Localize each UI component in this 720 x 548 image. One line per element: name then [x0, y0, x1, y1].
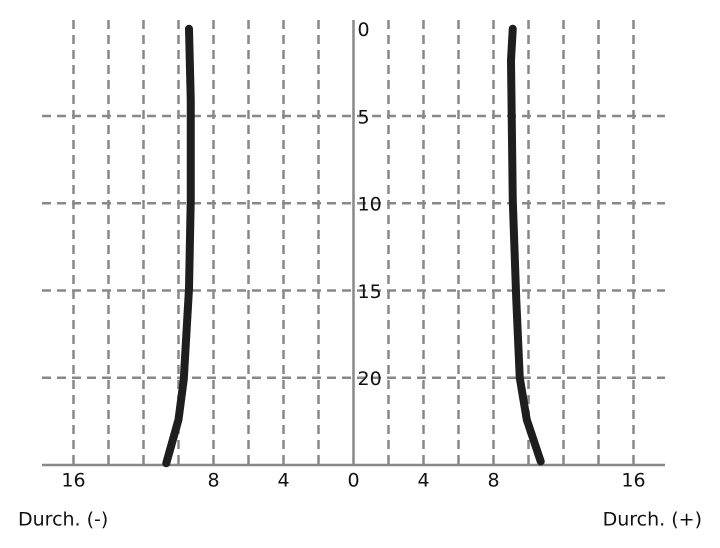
- y-tick-label: 15: [358, 281, 382, 303]
- x-tick-label: 16: [621, 470, 645, 492]
- x-tick-label: 8: [207, 470, 219, 492]
- x-tick-label: 8: [487, 470, 499, 492]
- x-tick-label: 4: [417, 470, 429, 492]
- profile-line: [507, 24, 545, 466]
- y-tick-label: 10: [358, 194, 382, 216]
- x-tick-label: 0: [347, 470, 359, 492]
- x-axis-label-left: Durch. (-): [18, 509, 108, 531]
- x-axis-label-right: Durch. (+): [603, 509, 702, 531]
- x-tick-label: 4: [277, 470, 289, 492]
- y-tick-label: 5: [358, 106, 370, 128]
- x-tick-label: 16: [61, 470, 85, 492]
- profile-line: [162, 24, 195, 468]
- y-tick-label: 0: [358, 19, 370, 41]
- y-tick-label: 20: [358, 368, 382, 390]
